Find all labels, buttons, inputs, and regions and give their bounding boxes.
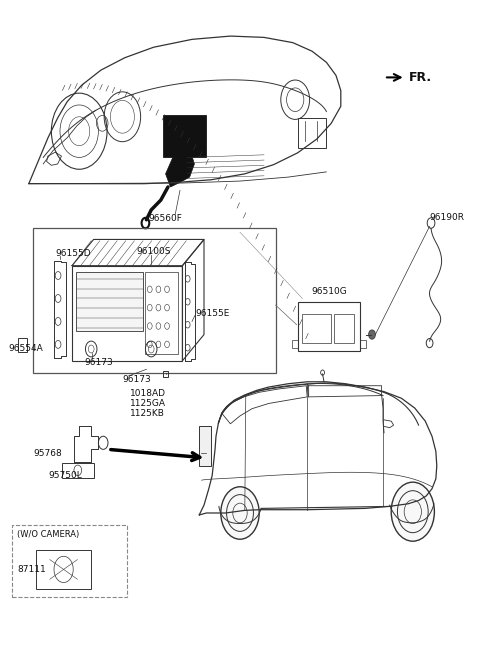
Bar (163, 371, 168, 377)
Bar (302, 314, 331, 343)
Bar (334, 314, 354, 343)
Circle shape (221, 487, 259, 539)
Text: 96560F: 96560F (149, 214, 182, 223)
Text: FR.: FR. (409, 71, 432, 84)
Bar (33, 228, 276, 373)
Text: 96155E: 96155E (196, 309, 230, 318)
Bar (360, 340, 366, 348)
Bar (72, 266, 182, 361)
Text: 96100S: 96100S (137, 247, 171, 256)
Text: 96155D: 96155D (55, 249, 91, 258)
Bar (292, 340, 298, 348)
Text: 1018AD: 1018AD (130, 389, 166, 398)
Text: (W/O CAMERA): (W/O CAMERA) (17, 530, 79, 539)
Bar (298, 118, 326, 148)
Bar (18, 338, 27, 352)
Text: 95768: 95768 (34, 449, 62, 459)
Bar (76, 272, 143, 331)
Circle shape (391, 482, 434, 541)
Bar (163, 115, 206, 157)
Polygon shape (166, 156, 194, 187)
Bar (199, 426, 211, 466)
Circle shape (369, 330, 375, 339)
Text: 87111: 87111 (18, 565, 47, 574)
Text: 1125KB: 1125KB (130, 409, 165, 418)
Text: 1125GA: 1125GA (130, 399, 166, 408)
Bar (62, 463, 94, 478)
Text: 96173: 96173 (84, 358, 113, 367)
Bar (12, 525, 127, 597)
Bar (298, 302, 360, 351)
Text: 96554A: 96554A (9, 344, 43, 354)
Text: 96190R: 96190R (430, 213, 465, 222)
Text: 96510G: 96510G (311, 287, 347, 297)
Bar (145, 272, 178, 354)
Text: 96173: 96173 (122, 375, 151, 384)
Text: 95750L: 95750L (48, 471, 82, 480)
Bar (36, 550, 91, 589)
